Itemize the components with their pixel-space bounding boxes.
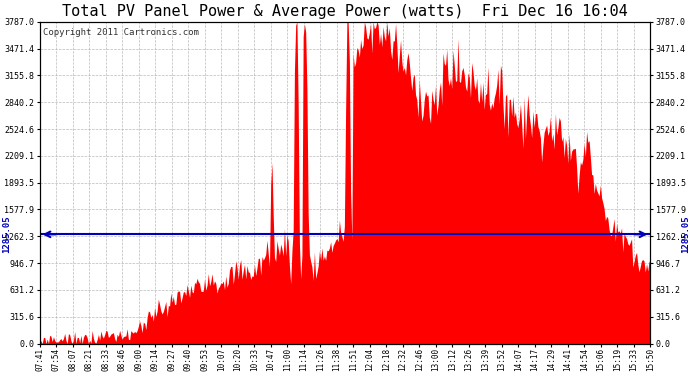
Text: 1285.05: 1285.05 <box>681 216 690 253</box>
Title: Total PV Panel Power & Average Power (watts)  Fri Dec 16 16:04: Total PV Panel Power & Average Power (wa… <box>62 4 628 19</box>
Text: 1285.05: 1285.05 <box>1 216 10 253</box>
Text: Copyright 2011 Cartronics.com: Copyright 2011 Cartronics.com <box>43 28 199 37</box>
